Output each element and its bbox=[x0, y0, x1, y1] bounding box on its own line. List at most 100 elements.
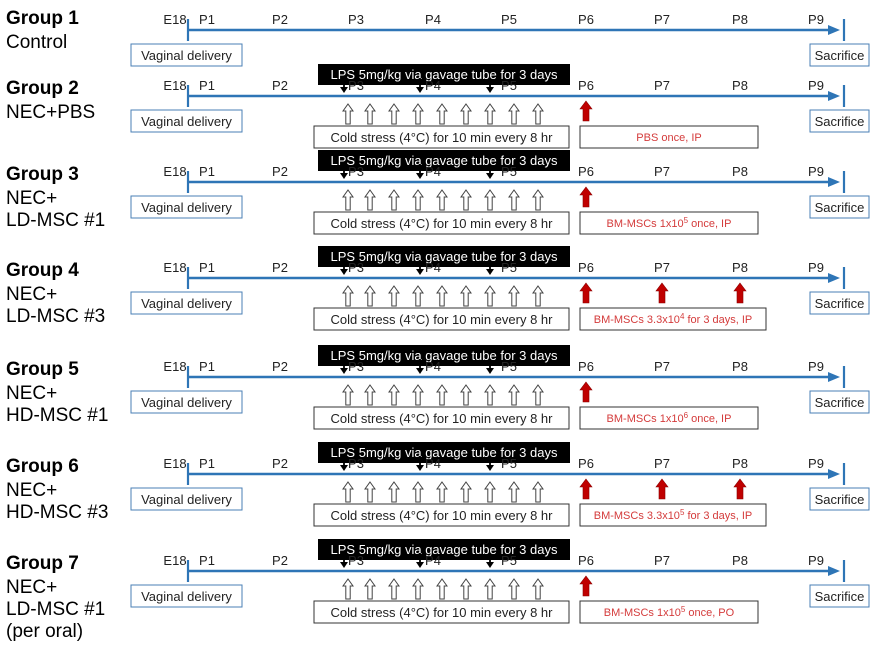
lps-dose-arrow bbox=[486, 359, 494, 374]
sacrifice-label: Sacrifice bbox=[815, 200, 865, 215]
tick-label: P4 bbox=[425, 456, 441, 471]
tick-label: P7 bbox=[654, 164, 670, 179]
cold-stress-arrow-icon bbox=[436, 384, 448, 406]
tick-label: P6 bbox=[578, 164, 594, 179]
cold-stress-arrow-icon bbox=[388, 189, 400, 211]
tick-label: P7 bbox=[654, 78, 670, 93]
tick-label: P9 bbox=[808, 553, 824, 568]
tick-label: P3 bbox=[348, 164, 364, 179]
tick-label: P5 bbox=[501, 359, 517, 374]
group-subtitle: HD-MSC #1 bbox=[6, 405, 108, 426]
tick-label: P6 bbox=[578, 359, 594, 374]
lps-dose-arrow bbox=[486, 553, 494, 568]
lps-arrow-head bbox=[486, 465, 494, 471]
cold-stress-arrow-icon bbox=[342, 103, 354, 125]
cold-stress-box bbox=[313, 307, 570, 331]
lps-dose-arrow bbox=[340, 553, 348, 568]
vaginal-delivery-label: Vaginal delivery bbox=[141, 395, 232, 410]
cold-stress-arrow-icon bbox=[436, 578, 448, 600]
lps-dose-arrow bbox=[486, 78, 494, 93]
cold-stress-arrow-icon bbox=[412, 285, 424, 307]
tick-label: E18 bbox=[163, 359, 186, 374]
treatment-label-base: BM-MSCs 3.3x10 bbox=[594, 314, 680, 326]
cold-stress-arrow-icon bbox=[342, 285, 354, 307]
lps-arrow-head bbox=[340, 269, 348, 275]
vaginal-delivery-label: Vaginal delivery bbox=[141, 492, 232, 507]
tick-label: P5 bbox=[501, 553, 517, 568]
cold-stress-arrow-icon bbox=[484, 189, 496, 211]
treatment-label-tail: for 3 days, IP bbox=[684, 314, 752, 326]
group-subtitle: LD-MSC #1 bbox=[6, 599, 105, 620]
tick-label: P7 bbox=[654, 553, 670, 568]
group-subtitle: NEC+PBS bbox=[6, 102, 95, 123]
group-title: Group 1 bbox=[6, 8, 79, 29]
cold-stress-arrow-icon bbox=[532, 285, 544, 307]
cold-stress-arrow-icon bbox=[342, 384, 354, 406]
cold-stress-arrow-icon bbox=[364, 481, 376, 503]
lps-arrow-head bbox=[340, 173, 348, 179]
tick-label: P9 bbox=[808, 12, 824, 27]
group-subtitle: HD-MSC #3 bbox=[6, 502, 108, 523]
cold-stress-box bbox=[313, 600, 570, 624]
group-subtitle: NEC+ bbox=[6, 383, 57, 404]
tick-label: P8 bbox=[732, 456, 748, 471]
vaginal-delivery-label: Vaginal delivery bbox=[141, 48, 232, 63]
sacrifice-box bbox=[809, 195, 870, 219]
group-title: Group 2 bbox=[6, 78, 79, 99]
cold-stress-arrow-icon bbox=[484, 103, 496, 125]
cold-stress-arrow-icon bbox=[460, 103, 472, 125]
cold-stress-label: Cold stress (4°C) for 10 min every 8 hr bbox=[331, 411, 554, 426]
treatment-dose-arrow-icon bbox=[579, 100, 593, 122]
treatment-label-base: BM-MSCs 3.3x10 bbox=[594, 510, 680, 522]
group-6: Group 6 NEC+HD-MSC #3 LPS 5mg/kg via gavag… bbox=[6, 442, 870, 527]
treatment-label-tail: once, IP bbox=[688, 218, 731, 230]
cold-stress-arrow-icon bbox=[412, 481, 424, 503]
tick-label: P6 bbox=[578, 260, 594, 275]
sacrifice-label: Sacrifice bbox=[815, 395, 865, 410]
vaginal-delivery-box bbox=[130, 43, 243, 67]
sacrifice-box bbox=[809, 584, 870, 608]
lps-arrow-head bbox=[486, 562, 494, 568]
tick-label: E18 bbox=[163, 78, 186, 93]
vaginal-delivery-label: Vaginal delivery bbox=[141, 296, 232, 311]
treatment-box bbox=[579, 503, 767, 527]
treatment-label-tail: once, PO bbox=[685, 607, 734, 619]
tick-label: P7 bbox=[654, 359, 670, 374]
cold-stress-label: Cold stress (4°C) for 10 min every 8 hr bbox=[331, 508, 554, 523]
lps-bar bbox=[318, 345, 570, 366]
treatment-label-base: BM-MSCs 1x10 bbox=[607, 413, 684, 425]
sacrifice-box bbox=[809, 390, 870, 414]
vaginal-delivery-box bbox=[130, 487, 243, 511]
tick-label: P4 bbox=[425, 260, 441, 275]
timeline-arrowhead bbox=[828, 273, 840, 283]
group-title: Group 4 bbox=[6, 260, 79, 281]
treatment-dose-arrow-icon bbox=[579, 478, 593, 500]
tick-label: P2 bbox=[272, 359, 288, 374]
cold-stress-arrow-icon bbox=[436, 103, 448, 125]
sacrifice-box bbox=[809, 109, 870, 133]
tick-label: P5 bbox=[501, 164, 517, 179]
lps-arrow-head bbox=[416, 173, 424, 179]
timeline-arrowhead bbox=[828, 566, 840, 576]
tick-label: P2 bbox=[272, 456, 288, 471]
tick-label: P8 bbox=[732, 12, 748, 27]
sacrifice-box bbox=[809, 43, 870, 67]
cold-stress-arrow-icon bbox=[364, 384, 376, 406]
cold-stress-arrow-icon bbox=[342, 481, 354, 503]
treatment-label-tail: for 3 days, IP bbox=[684, 510, 752, 522]
group-1: Group 1 Control E18 P1 P2 P3 P4 P5 P6 P7 P8 P9 Vagin… bbox=[6, 8, 870, 67]
treatment-label-base: BM-MSCs 1x10 bbox=[607, 218, 684, 230]
lps-arrow-head bbox=[416, 562, 424, 568]
group-subtitle: Control bbox=[6, 32, 67, 53]
lps-dose-arrow bbox=[340, 359, 348, 374]
cold-stress-arrow-icon bbox=[388, 384, 400, 406]
cold-stress-arrow-icon bbox=[342, 189, 354, 211]
timeline-arrowhead bbox=[828, 25, 840, 35]
tick-label: P4 bbox=[425, 164, 441, 179]
tick-label: P4 bbox=[425, 78, 441, 93]
group-2: Group 2 NEC+PBS LPS 5mg/kg via gavage tube… bbox=[6, 64, 870, 149]
cold-stress-arrow-icon bbox=[532, 481, 544, 503]
tick-label: P2 bbox=[272, 260, 288, 275]
tick-label: P7 bbox=[654, 260, 670, 275]
tick-label: P7 bbox=[654, 456, 670, 471]
